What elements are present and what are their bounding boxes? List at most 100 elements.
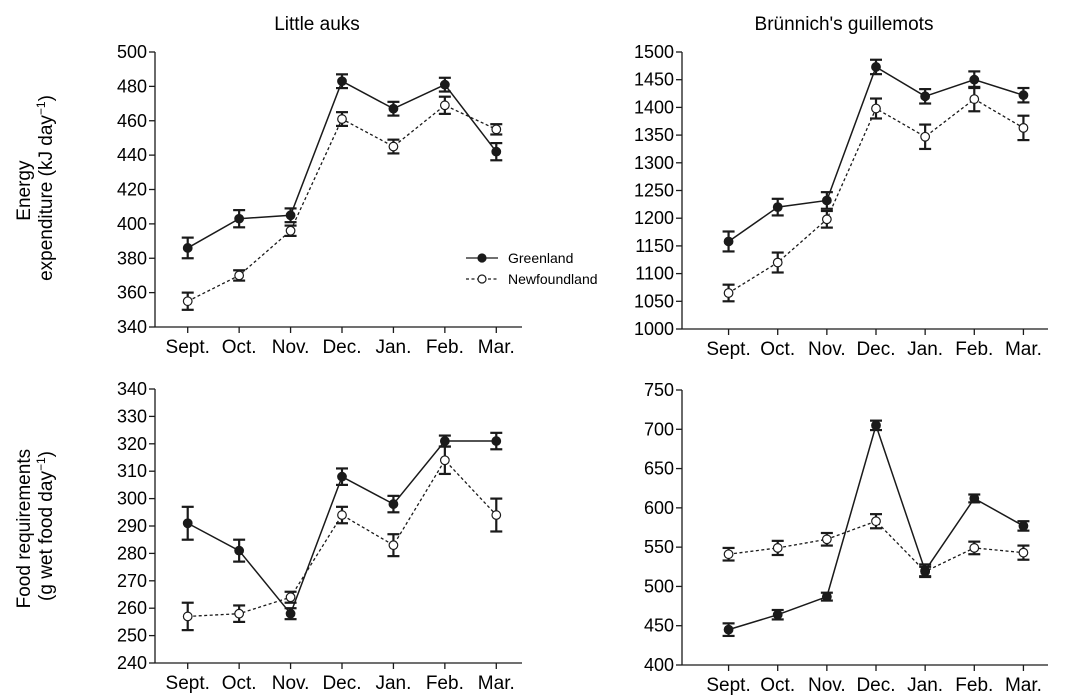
y-tick-label: 380: [117, 248, 147, 268]
data-point-greenland: [491, 436, 502, 446]
data-point-newfoundland: [1018, 122, 1029, 133]
y-tick-label: 330: [117, 406, 147, 426]
data-point-newfoundland: [337, 510, 347, 520]
panel-brunnichs-energy: 1000 1050 1100 1150 1200 1250 1300 1350 1400 1450…: [634, 42, 1048, 360]
ylabel-energy: Energy expenditure (kJ day−1): [14, 95, 57, 281]
y-tick-label: 480: [117, 76, 147, 96]
ylabel-energy-line2: expenditure (kJ day−1): [34, 95, 57, 281]
x-tick-label: Sept.: [706, 339, 750, 360]
data-point-greenland: [723, 624, 734, 635]
y-tick-label: 420: [117, 180, 147, 200]
data-point-newfoundland: [772, 543, 783, 553]
series-line-newfoundland: [728, 98, 1024, 294]
y-tick-label: 260: [117, 598, 147, 618]
y-tick-label: 1200: [634, 208, 674, 228]
data-point-greenland: [337, 76, 347, 87]
data-point-newfoundland: [723, 549, 734, 560]
x-tick-label: Dec.: [856, 339, 895, 360]
data-point-newfoundland: [920, 131, 931, 142]
y-tick-label: 550: [644, 537, 674, 557]
data-point-greenland: [234, 545, 245, 556]
data-point-greenland: [772, 202, 783, 213]
panel-little-auks-energy: 340 360 380 400 420 440 460 480 500 Sept. Oct. Nov.…: [117, 42, 598, 358]
ylabel-food: Food requirements (g wet food day−1): [14, 444, 57, 609]
data-point-newfoundland: [969, 94, 980, 104]
y-tick-label: 1450: [634, 70, 674, 90]
x-tick-label: Jan.: [907, 339, 943, 360]
data-point-newfoundland: [491, 510, 502, 520]
data-point-greenland: [182, 243, 193, 253]
y-tick-label: 360: [117, 283, 147, 303]
ylabel-energy-line1: Energy: [14, 160, 35, 221]
data-point-greenland: [1018, 521, 1029, 531]
ylabel-energy-unit: expenditure (kJ day: [36, 115, 57, 281]
y-tick-label: 280: [117, 543, 147, 563]
x-tick-label: Nov.: [808, 339, 846, 360]
y-tick-label: 290: [117, 516, 147, 536]
panel-little-auks-food: 240 250 260 270 280 290 300 310 320 330 340 Sept. Oc…: [117, 379, 522, 694]
ylabel-food-exponent: −1: [34, 457, 48, 471]
legend-label-newfoundland: Newfoundland: [508, 271, 598, 287]
y-tick-label: 1300: [634, 153, 674, 173]
x-tick-label: Dec.: [322, 673, 361, 694]
y-tick-label: 460: [117, 111, 147, 131]
ylabel-food-line1: Food requirements: [14, 449, 35, 608]
ylabel-food-line2: (g wet food day−1): [34, 451, 57, 601]
data-point-newfoundland: [772, 257, 783, 268]
data-point-newfoundland: [388, 141, 399, 152]
data-point-greenland: [871, 62, 881, 72]
data-point-newfoundland: [234, 608, 245, 619]
x-tick-label: Dec.: [322, 337, 361, 358]
data-point-greenland: [821, 591, 832, 602]
ylabel-food-close: ): [36, 451, 57, 457]
data-point-newfoundland: [234, 270, 245, 281]
x-tick-label: Oct.: [222, 673, 257, 694]
data-point-newfoundland: [821, 214, 832, 225]
data-point-greenland: [337, 471, 347, 482]
y-tick-label: 400: [644, 655, 674, 675]
y-tick-label: 1050: [634, 291, 674, 311]
data-point-newfoundland: [439, 455, 450, 466]
data-point-greenland: [821, 195, 832, 206]
x-tick-label: Feb.: [955, 675, 993, 695]
series-line-greenland: [187, 80, 497, 249]
y-tick-label: 650: [644, 459, 674, 479]
legend-marker-greenland: [477, 253, 487, 263]
x-tick-label: Sept.: [166, 673, 210, 694]
data-point-newfoundland: [439, 100, 450, 111]
ylabel-energy-exponent: −1: [34, 101, 48, 115]
x-tick-label: Oct.: [760, 675, 795, 695]
data-point-greenland: [285, 210, 296, 221]
y-tick-label: 1150: [635, 236, 674, 256]
y-tick-label: 310: [117, 461, 147, 481]
legend-label-greenland: Greenland: [508, 250, 573, 266]
data-point-newfoundland: [969, 543, 980, 553]
data-point-newfoundland: [821, 534, 832, 545]
column-title-little-auks: Little auks: [274, 14, 360, 35]
y-tick-label: 1100: [635, 264, 674, 284]
y-tick-label: 1250: [634, 181, 674, 201]
y-tick-label: 500: [117, 42, 147, 62]
x-tick-label: Nov.: [808, 675, 846, 695]
x-tick-label: Jan.: [375, 337, 411, 358]
y-tick-label: 440: [117, 145, 147, 165]
data-point-newfoundland: [182, 611, 193, 622]
x-tick-label: Mar.: [478, 337, 515, 358]
data-point-newfoundland: [388, 540, 399, 551]
data-point-greenland: [969, 493, 980, 504]
x-tick-label: Jan.: [907, 675, 943, 695]
data-point-greenland: [439, 79, 450, 90]
y-tick-label: 1500: [634, 42, 674, 62]
data-point-newfoundland: [871, 103, 881, 114]
data-point-greenland: [234, 213, 245, 224]
y-tick-label: 600: [644, 498, 674, 518]
y-tick-label: 400: [117, 214, 147, 234]
data-point-greenland: [723, 236, 734, 247]
data-point-greenland: [1018, 90, 1029, 101]
x-tick-label: Oct.: [222, 337, 257, 358]
panel-brunnichs-food: 400 450 500 550 600 650 700 750 Sept. Oct. Nov. Dec…: [644, 380, 1048, 695]
x-tick-label: Feb.: [426, 673, 464, 694]
data-point-greenland: [388, 499, 399, 509]
data-point-newfoundland: [285, 592, 296, 603]
